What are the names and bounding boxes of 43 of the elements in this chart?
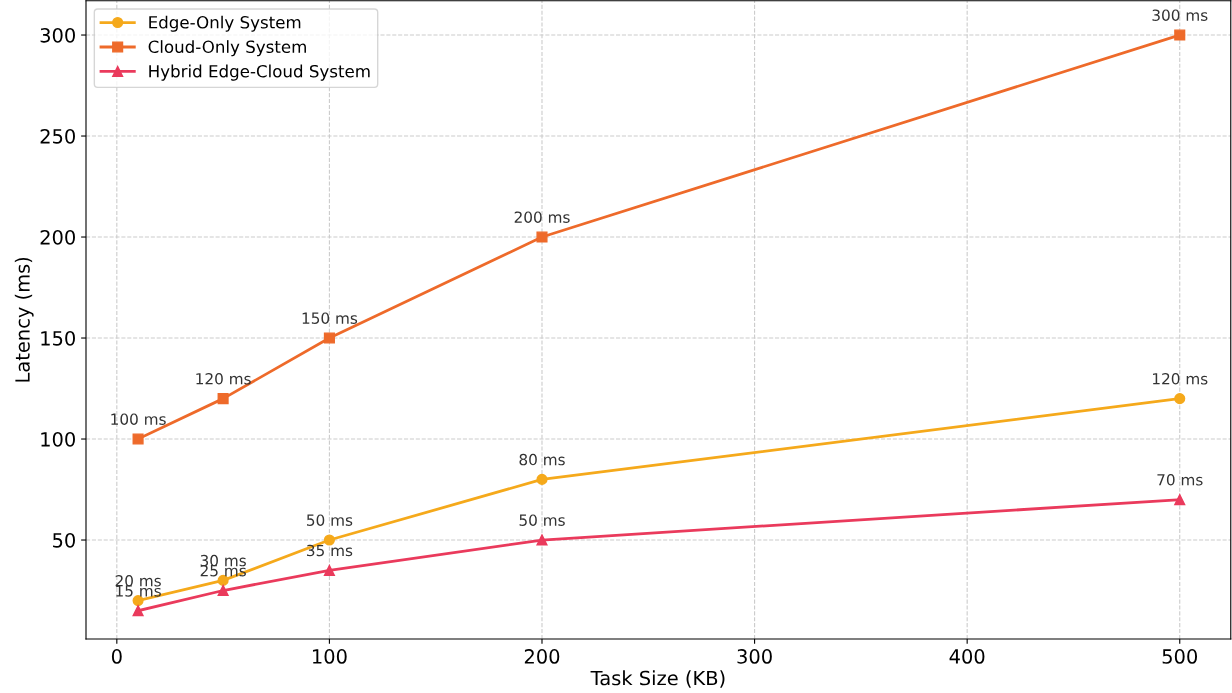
point (536, 473, 548, 485)
data-label: 120 ms (1153, 373, 1208, 385)
y-tick-label: 100 (41, 431, 75, 447)
point (132, 605, 144, 617)
x-tick-label: 0 (111, 649, 122, 664)
data-label: 100 ms (111, 413, 166, 425)
data-label: 80 ms (519, 453, 565, 466)
legend-label: Cloud-Only System (148, 40, 306, 57)
point (323, 534, 335, 546)
point (217, 393, 229, 405)
legend-label: Hybrid Edge-Cloud System (149, 64, 370, 81)
data-label: 35 ms (307, 544, 353, 557)
x-tick-label: 100 (312, 649, 347, 664)
y-tick-label: 200 (40, 229, 75, 245)
point (1174, 494, 1186, 506)
data-label: 300 ms (1152, 9, 1208, 21)
data-label: 50 ms (307, 514, 353, 526)
point (132, 433, 144, 445)
x-tick-label: 300 (737, 649, 772, 664)
data-label: 70 ms (1157, 474, 1203, 486)
x-tick-label: 500 (1162, 649, 1198, 664)
point (1174, 393, 1186, 405)
data-label: 50 ms (519, 514, 565, 526)
y-tick-label: 300 (40, 27, 75, 43)
point (1174, 29, 1186, 41)
point (132, 595, 144, 607)
y-tick-label: 50 (53, 532, 75, 548)
data-label: 20 ms (115, 574, 161, 587)
point (323, 564, 335, 576)
data-label: 120 ms (196, 373, 251, 385)
point (323, 332, 335, 344)
point (536, 534, 548, 546)
point (536, 231, 548, 243)
x-tick-label: 400 (949, 649, 985, 664)
point (217, 584, 229, 597)
y-axis-title: Latency (ms) (14, 257, 34, 382)
y-tick-label: 150 (41, 330, 75, 346)
data-label: 200 ms (514, 211, 570, 223)
legend-label: Edge-Only System (149, 15, 301, 32)
y-tick-label: 250 (40, 128, 75, 144)
x-axis-title: Task Size (KB) (590, 670, 725, 688)
x-tick-label: 200 (524, 649, 560, 664)
data-label: 150 ms (302, 312, 358, 324)
